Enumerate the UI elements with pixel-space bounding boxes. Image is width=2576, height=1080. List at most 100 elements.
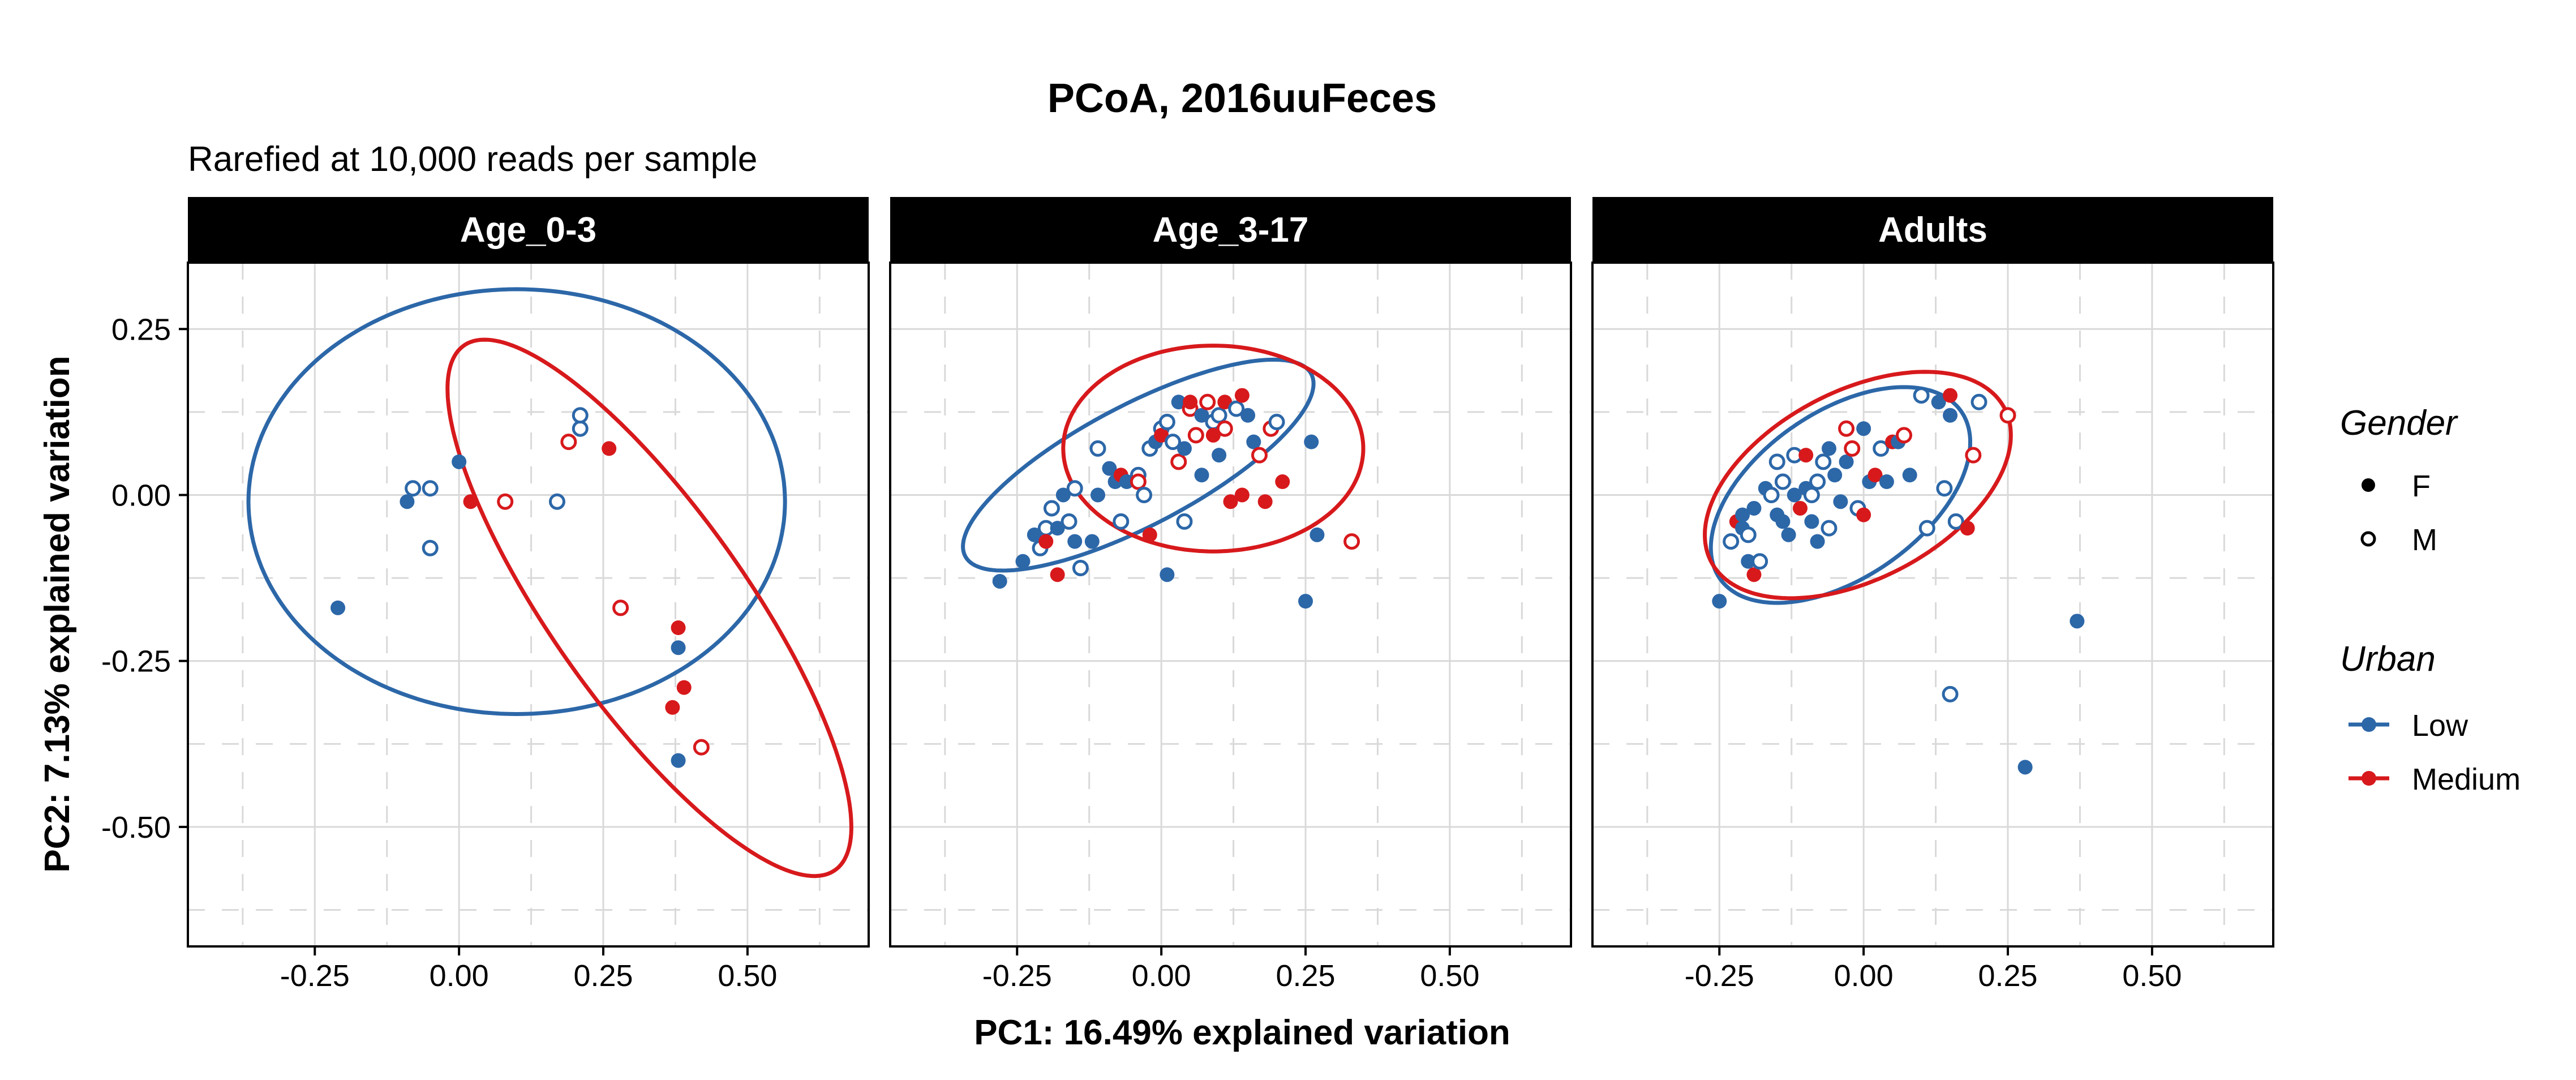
data-point [676,680,692,695]
data-point [1936,480,1953,497]
data-point [400,494,415,509]
data-point [1194,468,1209,483]
ellipse-layer [246,287,853,878]
data-point [1343,533,1360,550]
x-tick-label: -0.25 [280,959,350,993]
data-point [1787,487,1802,503]
data-point [330,600,346,615]
y-axis-title: PC2: 7.13% explained variation [38,355,77,872]
data-point [671,620,686,636]
legend: Gender Urban FM Low Medium [2340,404,2521,796]
panel-border [187,262,870,948]
data-point [1234,487,1250,503]
data-point [1918,520,1935,537]
legend-gender-label: F [2412,469,2431,503]
facet-strip [1592,197,2273,263]
data-point [1275,474,1290,490]
data-point [1798,448,1814,463]
data-point [992,573,1007,589]
x-tick-label: -0.25 [1685,959,1754,993]
data-point [1781,527,1796,542]
data-point [1896,427,1913,444]
facet-strip [890,197,1571,263]
legend-urban-label: Low [2412,709,2468,743]
data-point [463,494,478,509]
data-point [1158,413,1175,430]
data-point [1177,441,1192,456]
data-point [1217,395,1233,410]
data-point [1038,534,1054,549]
data-point [1809,473,1826,490]
data-point [1183,395,1198,410]
legend-gender-label: M [2412,523,2437,557]
facet-strip [188,197,869,263]
data-point [1228,400,1245,417]
data-point [1154,427,1169,443]
data-point [1084,534,1100,549]
data-point [1913,387,1930,404]
data-point [1240,408,1256,423]
data-point [1119,474,1134,490]
data-point [572,407,589,424]
data-point [1902,468,1917,483]
data-point [1199,393,1216,410]
x-tick-label: -0.25 [982,959,1052,993]
legend-gender-key [2362,478,2375,492]
data-point [1212,448,1227,463]
data-point [1947,513,1964,530]
data-point [1102,461,1117,476]
data-point [1827,468,1843,483]
panel-border [889,262,1572,948]
data-point [560,434,577,451]
data-point [1741,554,1756,569]
data-point [1257,494,1273,509]
data-point [1856,507,1871,522]
data-point [1804,514,1819,529]
data-point [1113,513,1130,530]
data-point [1234,388,1250,403]
data-point [1050,521,1065,536]
data-point [1310,527,1325,542]
data-point [1176,513,1193,530]
data-point [1142,527,1157,542]
points-layer [992,388,1360,609]
data-point [1879,474,1894,490]
data-point [1838,420,1855,437]
ellipse-layer [961,344,1366,573]
y-tick-label: -0.25 [101,645,171,679]
data-point [671,753,686,768]
data-point [671,640,686,655]
data-point [1775,514,1791,529]
x-tick-label: 0.50 [2122,959,2182,993]
data-point [1170,453,1187,470]
data-point [1839,454,1854,469]
data-point [1931,395,1946,410]
data-point [1136,486,1153,503]
data-point [1751,553,1768,570]
points-layer [330,407,710,768]
legend-gender-key [2360,531,2376,547]
data-point [1723,533,1740,550]
data-point [1999,407,2016,424]
data-point [422,480,439,497]
data-point [1821,441,1836,456]
facet-strip-label: Age_0-3 [460,211,596,250]
x-tick-label: 0.00 [1132,959,1191,993]
data-point [1943,408,1958,423]
data-point [1043,500,1060,517]
data-point [1015,554,1031,569]
ellipse-low [961,357,1316,573]
data-point [497,493,514,510]
x-tick-label: 0.25 [1276,959,1335,993]
data-point [665,700,680,715]
data-point [1942,685,1959,702]
legend-urban-key [2362,771,2376,786]
data-point [405,480,422,497]
data-point [1740,526,1757,543]
facet-panels: Age_0-3 -0.25 0.00 0.25 0.50 0.25 0.00 -0.25 -0.… [101,197,2274,993]
y-tick-label: -0.50 [101,811,171,845]
data-point [1210,407,1227,424]
data-point [1050,567,1065,582]
data-point [1027,527,1042,542]
